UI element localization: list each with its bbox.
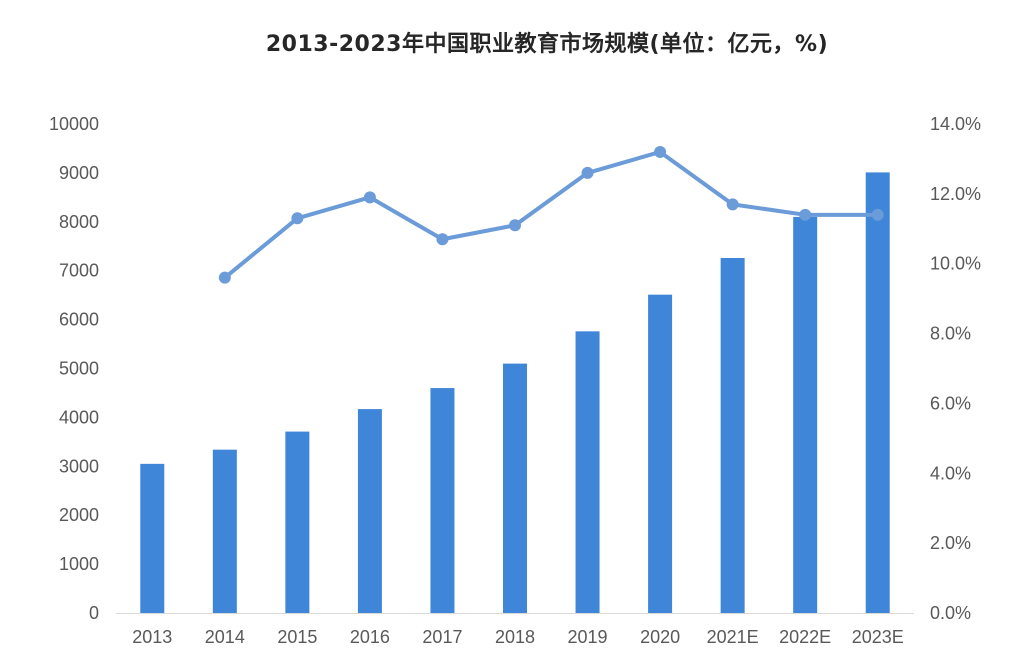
x-axis-tick-label: 2018	[495, 627, 535, 647]
bar-2023E	[865, 172, 890, 613]
x-axis-tick-label: 2021E	[707, 627, 759, 647]
bar-2019	[575, 331, 600, 613]
right-axis-tick-label: 0.0%	[930, 603, 971, 623]
x-axis-tick-label: 2023E	[852, 627, 904, 647]
line-point-2020	[654, 145, 667, 158]
bar-2013	[140, 463, 165, 613]
right-axis-tick-label: 4.0%	[930, 463, 971, 483]
right-axis-tick-label: 2.0%	[930, 533, 971, 553]
bar-series	[140, 172, 890, 613]
line-point-2014	[218, 271, 231, 284]
bar-2021E	[720, 257, 745, 613]
bar-2016	[357, 409, 382, 613]
line-point-2016	[363, 191, 376, 204]
line-point-2022E	[799, 208, 812, 221]
left-axis-tick-label: 2000	[59, 505, 99, 525]
line-point-2019	[581, 166, 594, 179]
left-axis-tick-label: 6000	[59, 310, 99, 330]
right-axis-ticks: 0.0% 2.0% 4.0% 6.0% 8.0% 10.0% 12.0% 14.0%	[930, 114, 981, 623]
line-point-2018	[509, 219, 521, 232]
left-axis-ticks: 0 1000 2000 3000 4000 5000 6000 7000 8000 9000 100…	[49, 114, 99, 623]
line-point-2017	[436, 233, 449, 246]
left-axis-tick-label: 8000	[59, 212, 99, 232]
line-point-2015	[291, 212, 304, 225]
x-axis-tick-label: 2016	[350, 627, 390, 647]
line-point-2023E	[871, 208, 884, 221]
left-axis-tick-label: 5000	[59, 359, 99, 379]
x-axis-ticks: 2013 2014 2015 2016 2017 2018 2019 2020 2021E 202…	[132, 627, 904, 647]
x-axis-tick-label: 2015	[277, 627, 317, 647]
right-axis-tick-label: 10.0%	[930, 254, 981, 274]
x-axis-tick-label: 2019	[568, 627, 608, 647]
x-axis-tick-label: 2020	[640, 627, 680, 647]
line-series	[222, 149, 880, 280]
bar-2015	[285, 431, 310, 613]
bar-2014	[212, 449, 237, 613]
right-axis-tick-label: 14.0%	[930, 114, 981, 134]
right-axis-tick-label: 6.0%	[930, 393, 971, 413]
x-axis-tick-label: 2017	[422, 627, 462, 647]
left-axis-tick-label: 4000	[59, 407, 99, 427]
bar-2017	[430, 388, 455, 613]
left-axis-tick-label: 3000	[59, 456, 99, 476]
line-point-2021E	[726, 198, 739, 211]
left-axis-tick-label: 0	[89, 603, 99, 623]
bar-2020	[648, 294, 673, 613]
chart-title: 2013-2023年中国职业教育市场规模(单位：亿元，%)	[265, 32, 829, 57]
x-axis-tick-label: 2014	[205, 627, 245, 647]
left-axis-tick-label: 9000	[59, 163, 99, 183]
left-axis-tick-label: 10000	[49, 114, 99, 134]
right-axis-tick-label: 12.0%	[930, 184, 981, 204]
left-axis-tick-label: 7000	[59, 261, 99, 281]
line-series-group	[218, 145, 884, 284]
left-axis-tick-label: 1000	[59, 554, 99, 574]
bar-2022E	[793, 216, 818, 613]
right-axis-tick-label: 8.0%	[930, 324, 971, 344]
x-axis-tick-label: 2013	[132, 627, 172, 647]
x-axis-tick-label: 2022E	[779, 627, 831, 647]
bar-2018	[503, 363, 527, 613]
